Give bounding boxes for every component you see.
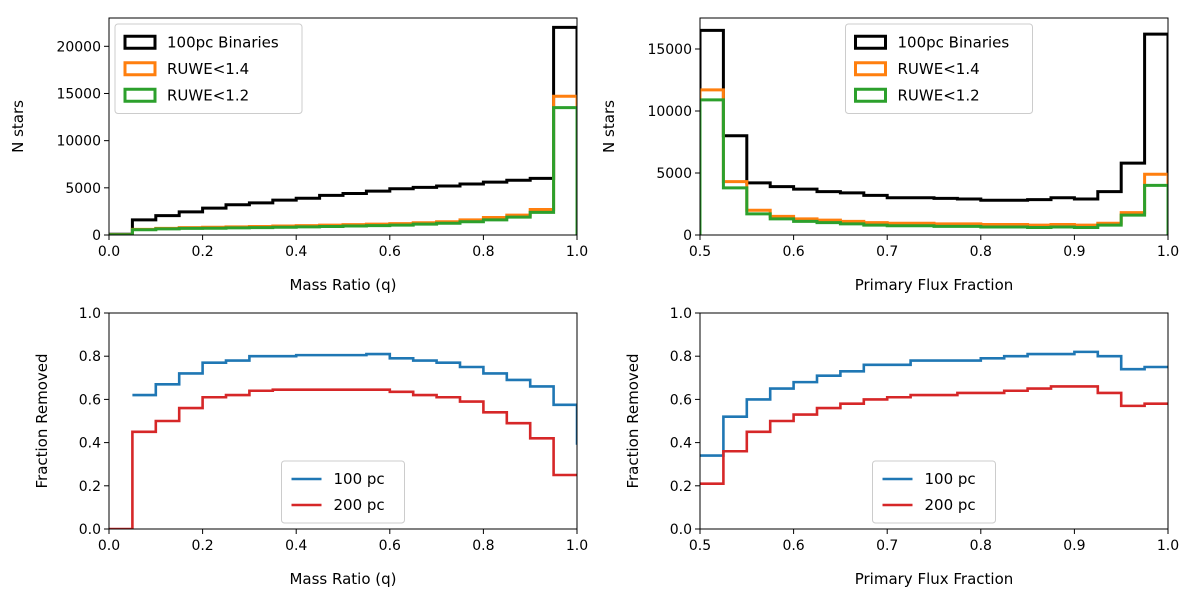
top-right-legend-label: 100pc Binaries — [898, 33, 1010, 51]
top-left-series-ruwe-1-2 — [109, 106, 577, 235]
bottom-left-ytick-label: 0.4 — [79, 436, 101, 452]
bottom-right-ytick-label: 0.2 — [670, 479, 692, 495]
bottom-right-xtick-label: 0.9 — [1063, 538, 1085, 554]
top-right-legend: 100pc Binaries RUWE<1.4 RUWE<1.2 — [845, 23, 1033, 114]
top-right-ytick-label: 10000 — [647, 104, 692, 120]
bottom-left-ytick-label: 0.0 — [79, 522, 101, 538]
top-left-ytick-label: 10000 — [56, 134, 101, 150]
bottom-left-ytick-label: 0.8 — [79, 349, 101, 365]
bottom-left-xtick-label: 0.4 — [285, 538, 307, 554]
top-left-ytick-label: 20000 — [56, 39, 101, 55]
bottom-right-ylabel: Fraction Removed — [624, 353, 642, 488]
top-right-legend-label: RUWE<1.4 — [898, 60, 980, 78]
panel-bottom-right: 0.5 0.6 0.7 0.8 0.9 1.0 0.0 0.2 0.4 0.6 0.8 1.0 Prim… — [624, 306, 1179, 588]
top-right-ytick-label: 15000 — [647, 42, 692, 58]
top-right-legend-swatch — [854, 87, 887, 103]
bottom-right-xtick-label: 0.7 — [876, 538, 898, 554]
bottom-right-legend-box — [872, 460, 996, 524]
top-right-xtick-label: 1.0 — [1157, 244, 1179, 260]
top-right-series-100pc-binaries — [700, 28, 1168, 235]
top-right-ytick-label: 5000 — [656, 166, 692, 182]
bottom-left-xtick-label: 1.0 — [566, 538, 588, 554]
bottom-left-ytick-label: 0.6 — [79, 392, 101, 408]
top-right-series-ruwe-1-2 — [700, 98, 1168, 235]
top-left-xtick-label: 0.4 — [285, 244, 307, 260]
top-right-legend-box — [845, 23, 1033, 114]
top-left-legend: 100pc Binaries RUWE<1.4 RUWE<1.2 — [114, 23, 303, 114]
bottom-left-xtick-label: 0.2 — [191, 538, 213, 554]
bottom-right-legend-label: 100 pc — [925, 470, 976, 488]
top-left-legend-box — [114, 23, 303, 114]
top-left-legend-label: 100pc Binaries — [167, 33, 279, 51]
panel-top-right: 0.5 0.6 0.7 0.8 0.9 1.0 0 5000 10000 15000 Primary… — [600, 17, 1179, 294]
top-right-xtick-label: 0.9 — [1063, 244, 1085, 260]
bottom-left-axes-frame — [108, 312, 578, 530]
top-left-ylabel: N stars — [9, 100, 27, 153]
bottom-right-legend: 100 pc 200 pc — [872, 460, 996, 524]
top-left-ytick-label: 15000 — [56, 86, 101, 102]
bottom-right-xtick-label: 0.5 — [689, 538, 711, 554]
top-left-series-group — [109, 25, 577, 235]
top-left-ytick-label: 5000 — [65, 181, 101, 197]
bottom-right-xtick-label: 0.6 — [782, 538, 804, 554]
bottom-right-xtick-label: 1.0 — [1157, 538, 1179, 554]
bottom-right-ytick-label: 0.4 — [670, 436, 692, 452]
bottom-right-ytick-label: 0.8 — [670, 349, 692, 365]
top-left-legend-swatch — [123, 87, 157, 103]
top-left-ytick-label: 0 — [92, 228, 101, 244]
bottom-left-legend-label: 100 pc — [334, 470, 385, 488]
top-left-series-100pc-binaries — [109, 25, 577, 235]
bottom-left-legend-box — [281, 460, 405, 524]
bottom-left-legend-label: 200 pc — [334, 496, 385, 514]
panel-bottom-left: 0.0 0.2 0.4 0.6 0.8 1.0 0.0 0.2 0.4 0.6 0.8 1.0 Mass… — [33, 306, 588, 588]
bottom-right-ytick-label: 0.6 — [670, 392, 692, 408]
bottom-left-xtick-label: 0.6 — [379, 538, 401, 554]
panel-top-left: 0.0 0.2 0.4 0.6 0.8 1.0 0 5000 10000 15000 20000 Ma… — [9, 17, 588, 294]
bottom-right-series-200-pc — [700, 385, 1168, 485]
bottom-left-xtick-label: 0.0 — [98, 538, 120, 554]
top-left-legend-label: RUWE<1.4 — [167, 60, 249, 78]
top-right-xtick-label: 0.8 — [970, 244, 992, 260]
top-right-xtick-label: 0.6 — [782, 244, 804, 260]
top-right-legend-swatch — [854, 34, 887, 50]
bottom-left-xlabel: Mass Ratio (q) — [289, 570, 396, 588]
bottom-left-series-100-pc — [132, 352, 577, 445]
top-right-xtick-label: 0.7 — [876, 244, 898, 260]
top-right-xtick-label: 0.5 — [689, 244, 711, 260]
top-left-legend-label: RUWE<1.2 — [167, 86, 249, 104]
bottom-left-ylabel: Fraction Removed — [33, 353, 51, 488]
top-right-legend-label: RUWE<1.2 — [898, 86, 980, 104]
top-left-xtick-label: 0.6 — [379, 244, 401, 260]
bottom-left-series-200-pc — [109, 388, 577, 529]
top-left-xlabel: Mass Ratio (q) — [289, 276, 396, 294]
top-left-xtick-label: 0.2 — [191, 244, 213, 260]
top-right-legend-swatch — [854, 61, 887, 77]
bottom-left-ytick-label: 0.2 — [79, 479, 101, 495]
bottom-right-series-100-pc — [700, 350, 1168, 457]
top-left-legend-swatch — [123, 34, 157, 50]
bottom-right-series-group — [700, 350, 1168, 485]
bottom-right-ytick-label: 0.0 — [670, 522, 692, 538]
top-left-xtick-label: 0.8 — [472, 244, 494, 260]
top-right-xlabel: Primary Flux Fraction — [855, 276, 1014, 294]
bottom-right-axes-frame — [699, 312, 1169, 530]
top-right-ytick-label: 0 — [683, 228, 692, 244]
bottom-left-xtick-label: 0.8 — [472, 538, 494, 554]
top-left-legend-swatch — [123, 61, 157, 77]
bottom-right-legend-label: 200 pc — [925, 496, 976, 514]
top-right-ylabel: N stars — [600, 100, 618, 153]
bottom-left-series-group — [109, 352, 577, 529]
bottom-left-legend: 100 pc 200 pc — [281, 460, 405, 524]
top-left-axes-frame — [108, 17, 578, 236]
bottom-right-xtick-label: 0.8 — [970, 538, 992, 554]
top-right-axes-frame — [699, 17, 1169, 236]
bottom-right-ytick-label: 1.0 — [670, 306, 692, 322]
bottom-left-ytick-label: 1.0 — [79, 306, 101, 322]
top-right-series-group — [700, 28, 1168, 235]
bottom-right-xlabel: Primary Flux Fraction — [855, 570, 1014, 588]
top-left-xtick-label: 0.0 — [98, 244, 120, 260]
top-left-xtick-label: 1.0 — [566, 244, 588, 260]
